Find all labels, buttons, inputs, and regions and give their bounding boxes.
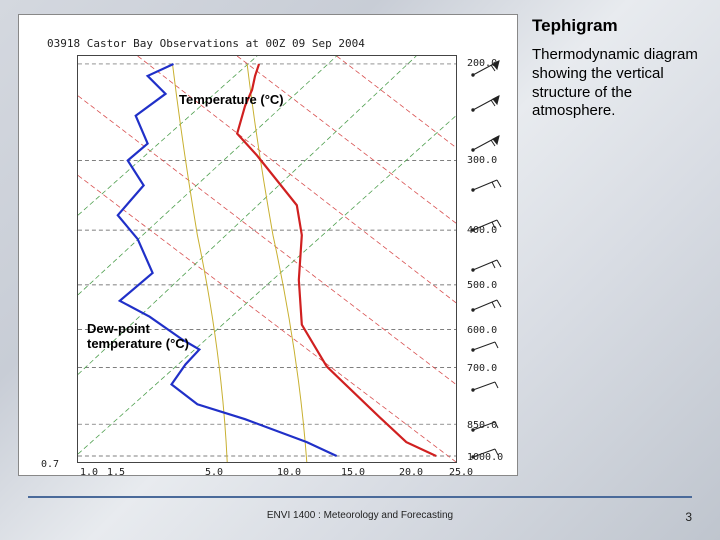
pressure-grid <box>78 64 456 456</box>
wind-barb <box>472 96 499 111</box>
footer-course: ENVI 1400 : Meteorology and Forecasting <box>0 510 720 521</box>
x-tick-label: 20.0 <box>399 467 423 478</box>
wind-barb <box>472 382 498 391</box>
diagonal-isotherms <box>78 56 456 462</box>
dewpoint-trace <box>118 64 337 456</box>
chart-title: 03918 Castor Bay Observations at 00Z 09 … <box>47 37 365 50</box>
x-axis-labels: 1.01.55.010.015.020.025.0 <box>77 467 457 481</box>
sidebar-body: Thermodynamic diagram showing the vertic… <box>532 46 710 121</box>
annotation-dewpoint-line2: temperature (°C) <box>87 336 189 351</box>
x-tick-label: 5.0 <box>205 467 223 478</box>
annotation-temperature: Temperature (°C) <box>177 91 286 108</box>
x-tick-label: 1.0 <box>80 467 98 478</box>
page-number: 3 <box>685 510 692 524</box>
sidebar-title: Tephigram <box>532 16 618 36</box>
wind-barb <box>472 180 501 191</box>
wind-barb <box>472 342 498 351</box>
x-tick-label: 10.0 <box>277 467 301 478</box>
plot-area <box>77 55 457 463</box>
wind-barb <box>472 422 498 431</box>
divider <box>28 496 692 498</box>
x-tick-label: 15.0 <box>341 467 365 478</box>
wind-barb <box>472 61 499 76</box>
x-tick-label: 1.5 <box>107 467 125 478</box>
tephigram-chart-frame: 03918 Castor Bay Observations at 00Z 09 … <box>18 14 518 476</box>
wind-barb <box>472 220 501 231</box>
annotation-dewpoint-line1: Dew-point <box>87 321 150 336</box>
plot-svg <box>78 56 456 462</box>
wind-barb <box>472 300 501 311</box>
annotation-dewpoint: Dew-point temperature (°C) <box>85 321 191 353</box>
wind-barb <box>472 136 499 151</box>
temperature-trace <box>237 64 436 456</box>
wind-barb <box>472 260 501 271</box>
slide-content: 03918 Castor Bay Observations at 00Z 09 … <box>0 0 720 540</box>
x-tick-label: 25.0 <box>449 467 473 478</box>
left-axis-value: 0.7 <box>41 459 59 470</box>
wind-barbs-column <box>463 55 511 463</box>
wind-barb <box>472 449 498 458</box>
